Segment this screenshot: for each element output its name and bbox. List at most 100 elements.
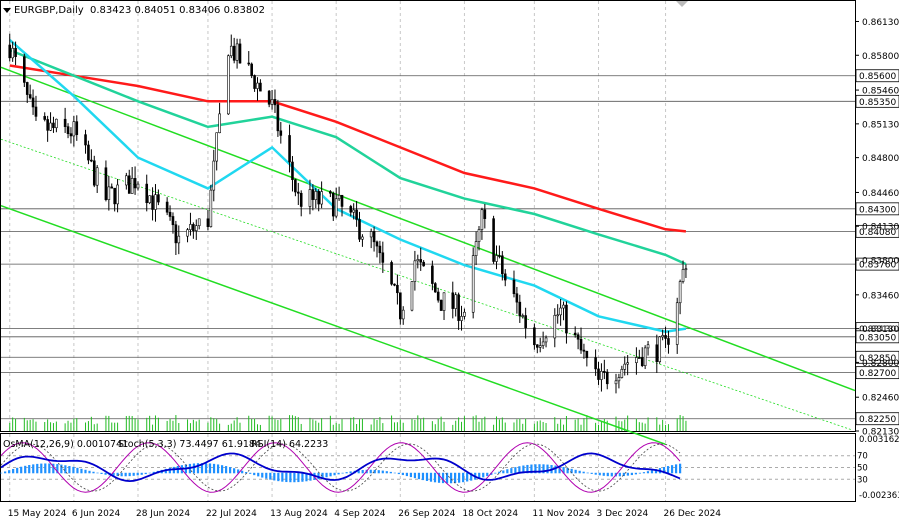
candle-body [288, 135, 291, 163]
osma-histogram-bar [220, 465, 224, 474]
date-tick-label: 15 May 2024 [8, 509, 67, 519]
osma-histogram-bar [462, 472, 465, 483]
level-label-box [855, 330, 899, 344]
stoch-label: Stoch(5,3,3) 73.4497 61.9184 [118, 439, 261, 450]
candle-body [209, 189, 213, 227]
osma-histogram-bar [68, 466, 71, 474]
candle-body [524, 315, 527, 329]
osma-histogram-bar [405, 472, 408, 477]
osma-histogram-bar [486, 472, 489, 477]
osma-histogram-bar [482, 472, 485, 478]
dropdown-triangle-icon[interactable] [3, 8, 11, 13]
level-label-box [855, 412, 899, 426]
candle-body [267, 90, 271, 105]
osma-histogram-bar [679, 463, 682, 474]
candle-body [655, 344, 659, 362]
osma-histogram-bar [196, 463, 200, 474]
osma-histogram-bar [104, 472, 107, 475]
osma-histogram-bar [245, 472, 248, 474]
candle-body [594, 357, 597, 370]
candle-body [189, 224, 192, 230]
price-pane[interactable] [0, 0, 856, 432]
candle-body [337, 194, 341, 200]
osma-histogram-bar [542, 464, 545, 474]
candle-body [340, 194, 344, 207]
osma-histogram-bar [570, 468, 573, 474]
candle-body [559, 307, 562, 316]
candle-body [565, 304, 568, 334]
osma-histogram-bar [192, 463, 196, 474]
osma-histogram-bar [574, 469, 577, 474]
osma-histogram-bar [208, 463, 212, 474]
osma-histogram-bar [12, 468, 15, 474]
osma-histogram-bar [602, 472, 605, 476]
osma-histogram-bar [630, 472, 633, 476]
osma-histogram-bar [24, 465, 27, 474]
candle-body [279, 130, 283, 136]
candle-body [439, 299, 443, 311]
osma-histogram-bar [80, 468, 83, 474]
candle-body [229, 45, 233, 57]
candle-body [14, 47, 17, 57]
candle-body [664, 335, 667, 339]
osma-histogram-bar [8, 470, 11, 474]
level-label: 0.82700 [859, 369, 896, 379]
osma-histogram-bar [96, 472, 99, 474]
osma-histogram-bar [301, 472, 304, 482]
osma-histogram-bar [341, 472, 344, 474]
osma-histogram-bar [610, 472, 613, 477]
rsi-label: RSI(14) 64.2233 [251, 439, 328, 450]
candle-body [136, 183, 140, 189]
osma-histogram-bar [204, 463, 208, 474]
osma-histogram-bar [152, 471, 155, 474]
moving-average-line [9, 64, 687, 233]
candle-body [197, 218, 201, 226]
candle-body [667, 338, 670, 345]
candle-body [148, 195, 151, 204]
symbol-title: EURGBP,Daily [14, 5, 84, 16]
osma-histogram-bar [494, 472, 497, 474]
moving-average-line [9, 48, 687, 266]
candle-body [247, 62, 251, 65]
candle-body [536, 344, 539, 348]
candle-body [492, 218, 495, 262]
osma-histogram-bar [253, 472, 256, 476]
candle-body [358, 219, 361, 240]
chart-shift-icon[interactable] [676, 1, 688, 7]
channel-midline [0, 138, 853, 431]
candle-body [646, 344, 650, 349]
level-label: 0.82250 [859, 415, 896, 425]
candle-body [52, 122, 55, 129]
osma-histogram-bar [305, 472, 308, 482]
horizontal-levels: 0.85600 0.85350 0.84300 0.84080 0.83760 0.831… [1, 69, 899, 426]
osma-histogram-bar [116, 472, 119, 477]
candle-body [433, 283, 437, 293]
candle-body [8, 44, 12, 59]
osma-histogram-bar [32, 464, 35, 474]
candle-body [218, 113, 221, 134]
candle-body [556, 314, 560, 317]
osma-histogram-bar [100, 472, 103, 474]
price-tick-label: 0.85460 [862, 87, 899, 97]
osma-histogram-bar [349, 471, 352, 474]
candle-body [177, 235, 181, 244]
candle-body [533, 327, 536, 346]
candle-body [474, 241, 478, 256]
candle-body [544, 337, 548, 343]
osma-histogram-bar [56, 464, 59, 474]
osma-histogram-bar [518, 466, 521, 474]
candle-body [276, 104, 280, 132]
osma-histogram-bar [470, 472, 473, 481]
candle-body [63, 118, 67, 127]
osma-histogram-bar [546, 464, 549, 474]
candle-body [375, 241, 379, 247]
candle-body [675, 302, 679, 345]
candle-body [66, 126, 70, 134]
osma-histogram-bar [670, 465, 674, 474]
candle-body [320, 191, 323, 205]
osma-histogram-bar [417, 472, 421, 480]
candle-body [416, 259, 420, 262]
candle-body [393, 283, 396, 286]
